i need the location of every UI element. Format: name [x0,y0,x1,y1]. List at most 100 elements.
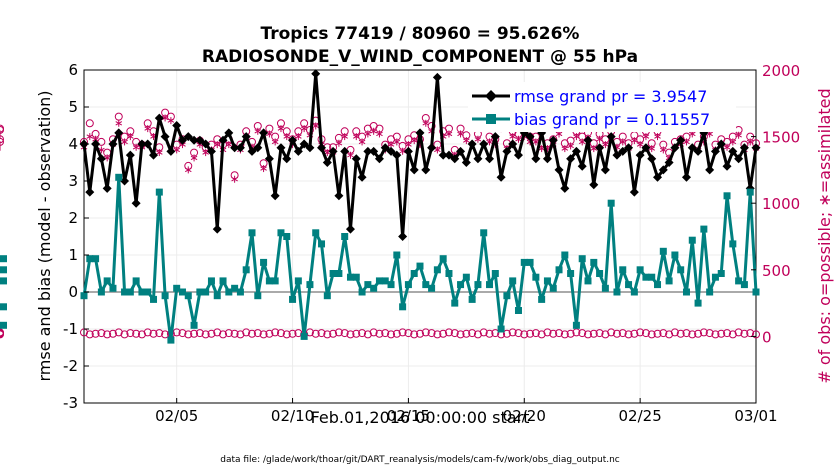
obs-possible-point [421,328,430,337]
bias-point [236,288,244,296]
bias-point [318,240,326,248]
bias-point [399,303,407,311]
bias-point [682,288,690,296]
rmse-point [502,146,512,156]
bias-point [433,266,441,274]
rmse-point [276,143,286,153]
obs-assimilated-stroke [92,137,99,142]
bias-point [735,277,743,285]
obs-assimilated-stroke [132,145,140,150]
obs-possible-point [346,330,355,339]
obs-possible-point [618,329,627,338]
plot-area [83,69,757,404]
obs-assimilated-stroke [474,137,482,142]
obs-assimilated-point [295,133,302,141]
bias-point [312,229,320,237]
bias-point [358,288,366,296]
obs-assimilated-stroke [260,166,267,171]
rmse-point [467,139,477,149]
obs-assimilated-stroke [688,131,696,137]
bias-point [190,321,198,329]
bias-point [596,270,604,277]
obs-possible-point [114,328,123,337]
rmse-point [716,139,726,149]
obs-assimilated-point [370,127,377,135]
rmse-point [415,128,425,138]
rmse-point [137,139,147,149]
obs-possible-point [595,329,604,338]
obs-possible-point [520,330,529,339]
obs-assimilated-stroke [121,139,128,145]
obs-assimilated-stroke [295,134,302,139]
obs-assimilated-stroke [167,118,175,123]
bias-point [642,273,650,281]
rmse-point [398,232,408,241]
rmse-point [143,139,153,149]
obs-possible-point [184,330,193,339]
obs-possible-point [259,330,268,339]
bias-point [381,277,389,285]
obs-assimilated-point [213,141,221,149]
obs-assimilated-stroke [266,131,273,137]
obs-possible-point [352,329,361,338]
obs-possible-point [636,328,645,337]
obs-possible-point [85,330,94,339]
obs-assimilated-stroke [596,137,603,142]
rmse-point [293,146,303,156]
bias-point [665,277,673,285]
rmse-point [624,143,634,153]
obs-possible-point [334,328,343,337]
bias-point [567,270,575,277]
bias-point [219,277,227,285]
rmse-point [120,176,130,186]
bias-point [121,288,129,296]
obs-assimilated-point [144,125,152,133]
y2-tick-label: 0 [762,328,772,346]
bias-point [132,277,140,285]
obs-possible-point [132,329,141,338]
rmse-point [264,154,274,164]
obs-possible-point [91,329,100,338]
obs-possible-point [537,330,546,339]
obs-assimilated-stroke [283,134,291,139]
y2-tick-label: 1500 [762,129,800,147]
bias-point [671,251,679,259]
rmse-point [566,154,576,164]
obs-assimilated-stroke [457,131,464,137]
bias-point [0,303,7,311]
rmse-point [485,154,495,164]
legend-bias-label: bias grand pr = 0.11557 [514,110,710,129]
bias-point [260,258,268,266]
obs-assimilated-stroke [225,142,233,147]
rmse-point [427,143,437,153]
obs-possible-point [705,329,714,338]
obs-assimilated-point [352,133,360,141]
obs-possible-point [752,330,760,339]
obs-assimilated-stroke [86,134,94,139]
obs-assimilated-point [161,114,169,122]
rmse-point [531,154,541,164]
rmse-point [676,135,686,145]
rmse-point [450,154,460,164]
bias-point [109,284,117,292]
bias-point [549,284,557,292]
y2-axis-label: # of obs: o=possible; ∗=assimilated [815,88,834,383]
chart-title: Tropics 77419 / 80960 = 95.626% [261,24,580,44]
obs-assimilated-stroke [434,147,441,153]
y-tick-label: -2 [63,357,78,375]
obs-assimilated-point [631,137,638,145]
obs-assimilated-point [376,130,383,138]
bias-point [607,199,615,207]
bias-point [346,273,354,281]
obs-assimilated-stroke [636,142,644,147]
bias-point [306,281,314,289]
obs-possible-point [589,329,598,338]
rmse-point [560,183,570,193]
bias-point [265,277,273,285]
obs-assimilated-stroke [370,129,377,134]
obs-assimilated-point [567,142,574,150]
obs-assimilated-stroke [486,139,493,145]
obs-possible-point [433,330,442,339]
bias-point [161,292,169,300]
obs-assimilated-stroke [347,153,354,158]
